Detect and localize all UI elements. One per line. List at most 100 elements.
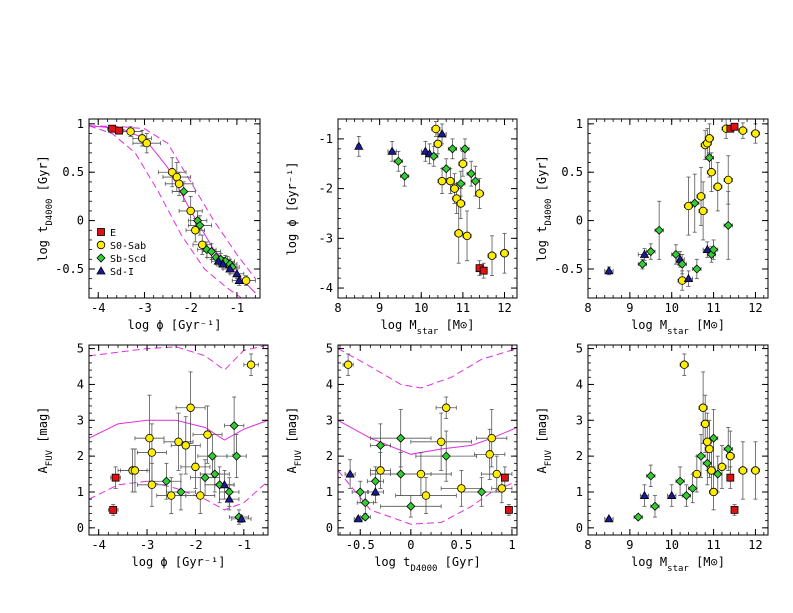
data-point-sb-scd bbox=[688, 483, 698, 493]
data-point-sb-scd bbox=[675, 476, 685, 486]
data-point-sd-i bbox=[667, 490, 677, 499]
data-point-s0-sab bbox=[142, 138, 151, 148]
data-point-sb-scd bbox=[692, 264, 702, 274]
data-point-sb-scd bbox=[709, 245, 719, 255]
y-axis-label: log ϕ [Gyr⁻¹] bbox=[285, 162, 299, 256]
data-point-sd-i bbox=[604, 266, 614, 275]
data-point-s0-sab bbox=[416, 469, 426, 479]
data-point-s0-sab bbox=[191, 462, 200, 472]
data-point-e bbox=[111, 473, 120, 482]
data-point-sb-scd bbox=[396, 433, 406, 443]
data-point-sd-i bbox=[219, 480, 230, 489]
data-point-s0-sab bbox=[196, 491, 205, 500]
data-point-sb-scd bbox=[704, 153, 714, 163]
data-point-e bbox=[730, 506, 739, 514]
data-point-sb-scd bbox=[696, 451, 706, 461]
y-tick-label: 3 bbox=[77, 413, 84, 427]
data-point-sb-scd bbox=[441, 164, 451, 174]
data-point-s0-sab bbox=[485, 450, 494, 459]
data-point-s0-sab bbox=[246, 360, 256, 369]
y-axis-label: log tD4000 [Gyr] bbox=[535, 155, 554, 262]
x-tick-label: 11 bbox=[706, 301, 720, 315]
data-point-s0-sab bbox=[487, 251, 497, 260]
y-tick-label: 2 bbox=[326, 449, 333, 463]
data-point-sb-scd bbox=[179, 187, 189, 197]
data-point-s0-sab bbox=[709, 487, 718, 497]
data-point-sb-scd bbox=[677, 259, 687, 269]
x-tick-label: 10 bbox=[664, 538, 678, 552]
data-point-sd-i bbox=[224, 494, 234, 503]
y-tick-label: 1 bbox=[77, 117, 84, 131]
x-tick-label: 12 bbox=[497, 301, 511, 315]
data-point-s0-sab bbox=[492, 469, 501, 479]
panel-p2: 8 9 10 11 12 -4 -3 -2 -1 log Mstar [M⊙] log ϕ [Gyr… bbox=[285, 118, 518, 337]
legend-label: Sd-I bbox=[110, 267, 134, 278]
data-point-sb-scd bbox=[360, 512, 370, 522]
data-point-sb-scd bbox=[447, 144, 458, 154]
data-point-sb-scd bbox=[200, 473, 210, 483]
data-point-sb-scd bbox=[360, 498, 370, 508]
data-point-s0-sab bbox=[696, 192, 706, 201]
plot-frame bbox=[337, 344, 518, 536]
panel-p1: -4 -3 -2 -1 -0.5 0 0.5 1 log ϕ [Gyr⁻¹] log tD4000… bbox=[36, 117, 261, 332]
data-point-sd-i bbox=[236, 514, 247, 523]
x-tick-label: -3 bbox=[140, 538, 154, 552]
data-point-sb-scd bbox=[456, 179, 466, 189]
data-point-sd-i bbox=[225, 264, 235, 273]
data-point-sd-i bbox=[218, 259, 228, 268]
data-point-s0-sab bbox=[705, 134, 714, 143]
y-tick-label: 1 bbox=[77, 485, 84, 499]
data-point-sb-scd bbox=[690, 198, 700, 208]
plot-frame bbox=[587, 118, 769, 299]
data-point-s0-sab bbox=[431, 124, 441, 134]
x-tick-label: 8 bbox=[584, 301, 591, 315]
y-tick-label: 4 bbox=[326, 377, 333, 391]
model-curve-dashed bbox=[89, 125, 256, 279]
x-tick-label: -3 bbox=[137, 301, 151, 315]
data-point-sb-scd bbox=[671, 249, 681, 260]
x-tick-label: 8 bbox=[584, 538, 591, 552]
y-tick-label: 2 bbox=[77, 449, 84, 463]
plot-frame bbox=[88, 344, 269, 536]
data-point-s0-sab bbox=[724, 175, 733, 185]
x-tick-label: 10 bbox=[664, 301, 678, 315]
data-point-sb-scd bbox=[406, 501, 416, 511]
data-point-sb-scd bbox=[195, 220, 205, 230]
data-point-s0-sab bbox=[376, 466, 385, 475]
data-point-sd-i bbox=[345, 469, 355, 478]
data-point-sd-i bbox=[639, 249, 650, 258]
data-point-e bbox=[115, 126, 123, 135]
data-point-s0-sab bbox=[421, 491, 431, 500]
x-tick-label: 12 bbox=[748, 538, 762, 552]
data-point-s0-sab bbox=[450, 184, 459, 193]
data-point-e bbox=[505, 506, 513, 514]
panel-p3: 8 9 10 11 12 -0.5 0 0.5 1 log Mstar [M⊙] log tD400… bbox=[535, 117, 769, 337]
data-point-sb-scd bbox=[681, 491, 691, 501]
data-point-s0-sab bbox=[174, 179, 184, 189]
y-tick-label: 4 bbox=[77, 377, 84, 391]
data-point-sb-scd bbox=[637, 259, 647, 269]
data-point-s0-sab bbox=[436, 437, 446, 446]
legend-label: E bbox=[110, 228, 116, 239]
panel-p4: -4 -3 -2 -1 0 1 2 3 4 5 log ϕ [Gyr⁻¹] AFUV [mag] bbox=[36, 342, 269, 569]
x-axis-label: log ϕ [Gyr⁻¹] bbox=[128, 318, 222, 332]
data-point-e bbox=[108, 124, 117, 133]
data-point-sb-scd bbox=[206, 246, 217, 257]
data-point-sb-scd bbox=[375, 440, 386, 450]
data-point-sd-i bbox=[234, 275, 244, 284]
data-point-sb-scd bbox=[723, 220, 733, 230]
x-axis-label: log Mstar [M⊙] bbox=[631, 555, 725, 574]
data-point-sb-scd bbox=[646, 471, 656, 481]
data-point-s0-sab bbox=[181, 441, 190, 450]
data-point-s0-sab bbox=[705, 444, 714, 454]
data-point-sd-i bbox=[370, 487, 381, 496]
legend: E S0-Sab Sb-Scd Sd-I bbox=[96, 228, 146, 278]
data-point-sd-i bbox=[639, 490, 650, 499]
data-point-s0-sab bbox=[738, 126, 748, 135]
data-point-e bbox=[500, 473, 509, 482]
data-point-sb-scd bbox=[646, 246, 656, 257]
y-tick-label: -1 bbox=[319, 132, 333, 146]
x-tick-label: 9 bbox=[376, 301, 383, 315]
y-tick-label: 3 bbox=[326, 413, 333, 427]
y-tick-label: 1 bbox=[326, 485, 333, 499]
